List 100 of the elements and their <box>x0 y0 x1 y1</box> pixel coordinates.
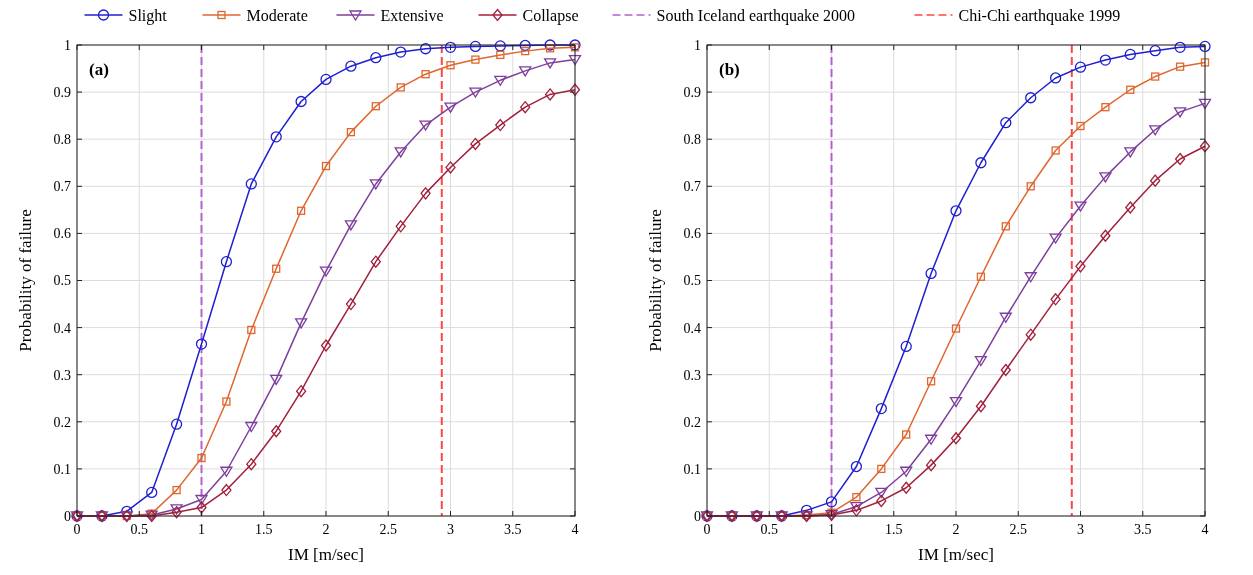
point <box>396 83 405 92</box>
y-tick-label: 1 <box>64 37 71 53</box>
point <box>825 496 838 508</box>
point <box>246 458 257 471</box>
point <box>1150 174 1161 187</box>
point <box>877 464 886 474</box>
point <box>220 256 233 268</box>
point <box>1026 182 1035 191</box>
point <box>545 44 555 53</box>
x-tick-label: 1.5 <box>255 522 273 537</box>
point <box>370 52 382 64</box>
y-tick-label: 0 <box>694 508 701 524</box>
point <box>222 397 231 406</box>
x-tick-label: 1 <box>198 522 205 537</box>
point <box>346 127 356 137</box>
point <box>1200 58 1210 67</box>
y-tick-label: 0.6 <box>53 226 71 242</box>
x-tick-label: 1.5 <box>885 522 903 537</box>
point <box>925 267 937 280</box>
point <box>196 501 207 514</box>
point <box>875 487 888 499</box>
point <box>521 46 530 56</box>
point <box>471 55 480 64</box>
point <box>1149 45 1161 57</box>
point <box>520 101 531 114</box>
point <box>1100 229 1111 242</box>
legend-label: Chi-Chi earthquake 1999 <box>958 6 1121 25</box>
y-tick-label: 0.2 <box>683 414 701 430</box>
y-tick-label: 0.8 <box>53 132 71 148</box>
point <box>975 157 987 169</box>
point <box>170 504 183 515</box>
point <box>1025 328 1036 341</box>
point <box>1124 48 1136 61</box>
point <box>1074 61 1087 73</box>
point <box>900 340 912 353</box>
point <box>369 179 382 190</box>
point <box>974 355 988 367</box>
x-tick-label: 2.5 <box>1009 522 1027 537</box>
point <box>544 39 556 51</box>
point <box>976 272 986 281</box>
x-tick-label: 0.5 <box>130 522 148 537</box>
y-tick-label: 0.2 <box>53 414 71 430</box>
point <box>421 70 430 79</box>
point <box>851 504 862 517</box>
point <box>1151 72 1160 81</box>
x-tick-label: 4 <box>571 522 579 537</box>
point <box>519 66 532 77</box>
point <box>543 58 557 69</box>
y-tick-label: 0.4 <box>683 320 701 336</box>
point <box>220 466 233 477</box>
point <box>345 60 357 72</box>
point <box>852 493 861 502</box>
point <box>850 501 863 513</box>
y-tick-label: 0.3 <box>683 367 701 383</box>
point <box>1099 172 1112 183</box>
point <box>1173 107 1187 118</box>
point <box>1174 41 1186 54</box>
x-tick-label: 4 <box>1201 522 1209 537</box>
annotation: (b) <box>719 60 740 79</box>
point <box>1075 260 1086 273</box>
point <box>469 87 482 98</box>
point <box>569 83 581 96</box>
point <box>1051 146 1060 155</box>
y-tick-label: 0.4 <box>53 320 71 336</box>
point <box>1074 201 1087 212</box>
point <box>875 402 887 415</box>
point <box>172 485 181 495</box>
point <box>1101 103 1110 112</box>
point <box>569 39 581 51</box>
point <box>271 425 282 438</box>
point <box>901 481 912 494</box>
point <box>270 131 282 143</box>
x-tick-label: 1 <box>828 522 835 537</box>
point <box>370 255 381 268</box>
point <box>850 460 863 473</box>
legend-label: Extensive <box>380 6 444 24</box>
point <box>270 374 283 386</box>
point <box>1199 40 1211 53</box>
point <box>949 396 963 408</box>
y-tick-label: 0.7 <box>53 179 71 195</box>
point <box>296 206 306 215</box>
point <box>1000 363 1011 377</box>
y-tick-label: 0.7 <box>683 179 701 195</box>
point <box>1124 147 1137 158</box>
point <box>446 61 455 70</box>
y-tick-label: 1 <box>694 37 701 53</box>
point <box>272 264 281 273</box>
point <box>926 377 936 386</box>
point <box>568 54 582 66</box>
point <box>1125 201 1136 214</box>
x-tick-label: 3 <box>1077 522 1084 537</box>
y-tick-label: 0.6 <box>683 226 701 242</box>
y-axis-title: Probability of failure <box>646 209 665 352</box>
point <box>295 95 307 108</box>
point <box>419 43 432 55</box>
point <box>925 458 937 472</box>
point <box>195 338 208 350</box>
point <box>1050 293 1061 306</box>
x-tick-label: 3.5 <box>1134 522 1152 537</box>
x-tick-label: 2 <box>952 522 960 537</box>
